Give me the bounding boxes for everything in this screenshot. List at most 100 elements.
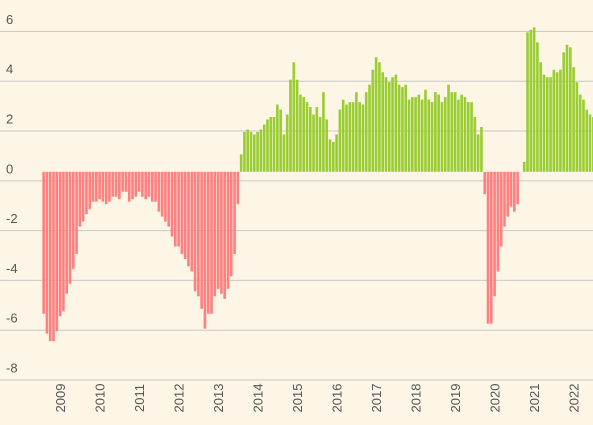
bar <box>378 62 381 172</box>
x-tick-label: 2019 <box>448 384 463 413</box>
bar <box>137 171 141 192</box>
bar <box>206 171 210 314</box>
bar <box>470 102 473 172</box>
x-tick-label: 2014 <box>251 384 266 413</box>
bar <box>322 92 325 172</box>
x-tick-label: 2022 <box>567 384 582 413</box>
bar <box>58 171 62 317</box>
bar <box>526 32 529 172</box>
bar <box>252 134 256 172</box>
bar <box>98 171 101 200</box>
bar <box>374 57 378 172</box>
bar <box>177 171 180 247</box>
bar <box>223 171 227 299</box>
bar <box>473 117 477 172</box>
bar <box>302 97 306 172</box>
bar <box>476 134 480 172</box>
bar <box>364 92 368 172</box>
bar <box>91 171 95 202</box>
bar <box>545 77 549 172</box>
bar <box>190 171 194 272</box>
x-tick-label: 2018 <box>409 384 424 413</box>
bar <box>75 171 78 254</box>
bar <box>292 62 296 172</box>
bar <box>513 171 516 212</box>
bar <box>582 99 585 172</box>
bar <box>220 171 223 294</box>
bar <box>259 129 263 172</box>
bar <box>108 171 111 202</box>
bar <box>335 134 338 172</box>
bar <box>351 102 355 172</box>
bar <box>568 47 572 172</box>
x-tick-label: 2011 <box>132 384 147 412</box>
bar <box>394 74 398 172</box>
bar <box>197 171 200 297</box>
bar <box>236 171 240 205</box>
bar <box>104 171 108 205</box>
bar <box>173 171 177 247</box>
bar <box>430 102 434 172</box>
bar <box>226 171 230 289</box>
bar <box>506 171 510 217</box>
bar <box>489 171 493 324</box>
bar <box>407 99 411 172</box>
bar <box>552 69 556 172</box>
y-tick-label: 0 <box>6 161 13 176</box>
bar <box>233 171 236 254</box>
bar <box>463 97 467 172</box>
bar <box>348 102 352 172</box>
bar <box>542 74 546 172</box>
bar <box>361 104 365 172</box>
bar <box>496 171 500 272</box>
bar <box>299 94 302 172</box>
bar <box>509 171 513 207</box>
bar <box>94 171 98 202</box>
bar <box>486 171 490 324</box>
bar <box>414 97 417 172</box>
bar <box>246 129 250 172</box>
bar <box>266 119 269 172</box>
bar <box>114 171 118 197</box>
bar <box>480 126 483 172</box>
bar <box>160 171 164 217</box>
y-tick-label: -8 <box>6 360 18 375</box>
bar <box>345 104 348 172</box>
bar <box>111 171 115 197</box>
y-tick-label: -2 <box>6 211 18 226</box>
bar <box>381 72 385 172</box>
bar <box>308 107 312 172</box>
bar <box>401 87 404 172</box>
bar <box>532 27 536 172</box>
bar <box>410 97 414 172</box>
bar <box>48 171 52 342</box>
bar <box>154 171 157 202</box>
bar <box>164 171 167 222</box>
bar <box>141 171 144 197</box>
bar <box>124 171 128 192</box>
y-tick-label: 4 <box>6 62 13 77</box>
y-tick-label: -6 <box>6 311 18 326</box>
bar <box>338 109 342 172</box>
bar <box>187 171 190 267</box>
bar <box>331 141 335 172</box>
bar <box>493 171 496 297</box>
bar <box>183 171 187 259</box>
bar <box>200 171 203 309</box>
bar <box>150 171 154 202</box>
bar <box>578 94 582 172</box>
bar <box>180 171 184 254</box>
bar <box>262 124 266 172</box>
bar <box>460 94 464 172</box>
bar <box>65 171 69 294</box>
y-tick-label: 2 <box>6 111 13 126</box>
bar <box>85 171 88 215</box>
bar <box>55 171 59 332</box>
bar <box>121 171 124 192</box>
bar <box>536 42 539 172</box>
bar <box>305 102 309 172</box>
bar <box>450 92 454 172</box>
bar <box>249 131 253 172</box>
bar <box>315 107 319 172</box>
